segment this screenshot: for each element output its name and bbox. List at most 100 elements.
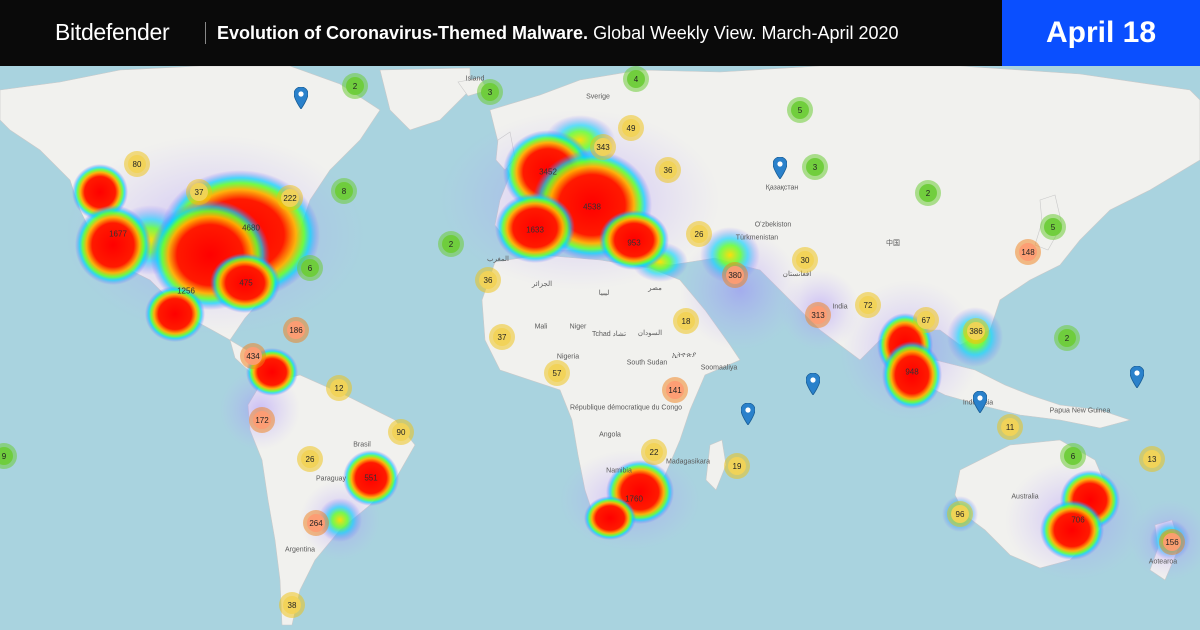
cluster-marker[interactable]: 148 (1015, 239, 1041, 265)
cluster-marker[interactable]: 8 (331, 178, 357, 204)
cluster-count: 57 (547, 363, 567, 383)
cluster-count: 30 (795, 250, 815, 270)
cluster-marker[interactable]: 26 (686, 221, 712, 247)
country-label: Қазақстан (765, 184, 799, 192)
heat-count-label: 1256 (177, 286, 195, 296)
cluster-marker[interactable]: 141 (662, 377, 688, 403)
cluster-marker[interactable]: 90 (388, 419, 414, 445)
cluster-count: 26 (689, 224, 709, 244)
cluster-count: 22 (644, 442, 664, 462)
cluster-marker[interactable]: 386 (963, 318, 989, 344)
cluster-marker[interactable]: 172 (249, 407, 275, 433)
cluster-count: 5 (1043, 217, 1063, 237)
cluster-marker[interactable]: 36 (475, 267, 501, 293)
cluster-marker[interactable]: 6 (297, 255, 323, 281)
cluster-marker[interactable]: 67 (913, 307, 939, 333)
cluster-count: 6 (1063, 446, 1083, 466)
cluster-marker[interactable]: 72 (855, 292, 881, 318)
cluster-marker[interactable]: 313 (805, 302, 831, 328)
cluster-marker[interactable]: 57 (544, 360, 570, 386)
cluster-marker[interactable]: 22 (641, 439, 667, 465)
cluster-count: 37 (492, 327, 512, 347)
country-label: South Sudan (626, 359, 668, 367)
cluster-count: 96 (950, 504, 970, 524)
cluster-marker[interactable]: 30 (792, 247, 818, 273)
country-label: Niger (569, 323, 587, 331)
cluster-marker[interactable]: 3 (477, 79, 503, 105)
headline-rest: Global Weekly View. March-April 2020 (588, 23, 899, 43)
cluster-count: 11 (1000, 417, 1020, 437)
cluster-marker[interactable]: 11 (997, 414, 1023, 440)
country-label: Oʻzbekiston (754, 221, 792, 229)
cluster-marker[interactable]: 36 (655, 157, 681, 183)
cluster-count: 172 (252, 410, 272, 430)
cluster-count: 2 (345, 76, 365, 96)
cluster-marker[interactable]: 18 (673, 308, 699, 334)
cluster-marker[interactable]: 156 (1159, 529, 1185, 555)
cluster-count: 6 (300, 258, 320, 278)
country-label: Nigeria (556, 353, 580, 361)
cluster-count: 72 (858, 295, 878, 315)
cluster-marker[interactable]: 38 (279, 592, 305, 618)
country-label: Paraguay (316, 475, 346, 483)
cluster-count: 8 (334, 181, 354, 201)
date-badge: April 18 (1002, 0, 1200, 66)
cluster-count: 156 (1162, 532, 1182, 552)
cluster-marker[interactable]: 434 (240, 343, 266, 369)
cluster-marker[interactable]: 2 (1054, 325, 1080, 351)
cluster-count: 19 (727, 456, 747, 476)
headline-bold: Evolution of Coronavirus-Themed Malware. (217, 23, 589, 43)
cluster-marker[interactable]: 49 (618, 115, 644, 141)
country-label: Mali (534, 323, 548, 331)
cluster-marker[interactable]: 80 (124, 151, 150, 177)
country-label: Argentina (285, 546, 315, 554)
cluster-count: 313 (808, 305, 828, 325)
cluster-count: 9 (0, 446, 14, 466)
cluster-marker[interactable]: 2 (342, 73, 368, 99)
country-label: Madagasikara (666, 458, 710, 466)
cluster-marker[interactable]: 222 (277, 185, 303, 211)
cluster-marker[interactable]: 3 (802, 154, 828, 180)
cluster-count: 343 (593, 137, 613, 157)
cluster-marker[interactable]: 37 (186, 179, 212, 205)
header-bar: Bitdefender Evolution of Coronavirus-The… (0, 0, 1200, 66)
heat-count-label: 1760 (625, 494, 643, 504)
country-label: افغانستان (782, 271, 812, 278)
cluster-count: 380 (725, 265, 745, 285)
country-label: المغرب (487, 256, 509, 263)
cluster-marker[interactable]: 5 (787, 97, 813, 123)
cluster-marker[interactable]: 13 (1139, 446, 1165, 472)
cluster-count: 2 (1057, 328, 1077, 348)
heat-count-label: 953 (627, 238, 641, 248)
cluster-count: 186 (286, 320, 306, 340)
cluster-marker[interactable]: 4 (623, 66, 649, 92)
cluster-marker[interactable]: 264 (303, 510, 329, 536)
cluster-count: 2 (441, 234, 461, 254)
cluster-marker[interactable]: 6 (1060, 443, 1086, 469)
cluster-marker[interactable]: 5 (1040, 214, 1066, 240)
cluster-marker[interactable]: 9 (0, 443, 17, 469)
cluster-marker[interactable]: 343 (590, 134, 616, 160)
cluster-marker[interactable]: 380 (722, 262, 748, 288)
heat-count-label: 4680 (242, 223, 260, 233)
cluster-count: 37 (189, 182, 209, 202)
cluster-marker[interactable]: 37 (489, 324, 515, 350)
heat-count-label: 1633 (526, 225, 544, 235)
country-label: Australia (1011, 493, 1039, 501)
cluster-marker[interactable]: 26 (297, 446, 323, 472)
cluster-marker[interactable]: 2 (915, 180, 941, 206)
cluster-marker[interactable]: 186 (283, 317, 309, 343)
country-label: Papua New Guinea (1049, 407, 1111, 415)
cluster-marker[interactable]: 12 (326, 375, 352, 401)
country-label: Island (465, 75, 485, 83)
heat-count-label: 4538 (583, 202, 601, 212)
world-map[interactable]: Island Sverige Қазақстан Oʻzbekiston Türkmen… (0, 66, 1200, 630)
cluster-marker[interactable]: 19 (724, 453, 750, 479)
cluster-count: 13 (1142, 449, 1162, 469)
cluster-marker[interactable]: 2 (438, 231, 464, 257)
country-label: ኢትዮጵያ (671, 352, 697, 359)
cluster-count: 26 (300, 449, 320, 469)
cluster-count: 18 (676, 311, 696, 331)
cluster-marker[interactable]: 96 (947, 501, 973, 527)
country-label: India (832, 303, 848, 311)
